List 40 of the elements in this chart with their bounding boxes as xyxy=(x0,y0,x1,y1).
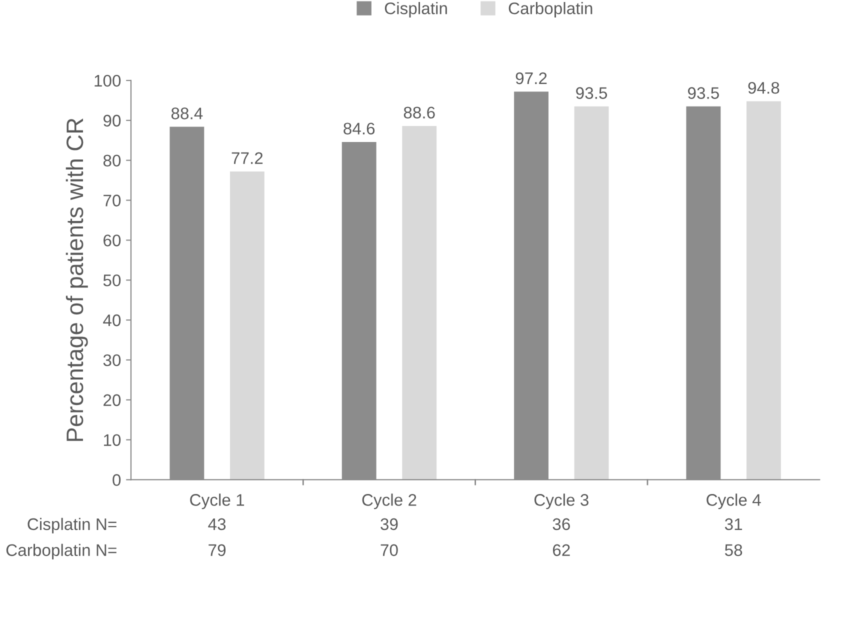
y-tick-label: 20 xyxy=(104,394,121,406)
bar xyxy=(574,106,609,480)
text: Cisplatin N= xyxy=(28,518,116,534)
text: 62 xyxy=(552,544,570,556)
data-label: 93.5 xyxy=(688,87,719,99)
bar xyxy=(230,172,264,480)
data-label: 93.5 xyxy=(576,87,608,99)
text: 79 xyxy=(208,544,226,556)
y-tick-label: 60 xyxy=(104,234,121,246)
y-tick-label: 30 xyxy=(103,354,121,366)
x-tick-label: Cycle 3 xyxy=(534,494,588,510)
data-label: 77.2 xyxy=(232,152,263,164)
text: Carboplatin N= xyxy=(6,544,116,560)
text: 58 xyxy=(724,544,742,556)
y-tick-label: 0 xyxy=(112,474,121,486)
x-tick-label: Cycle 2 xyxy=(362,494,416,510)
data-label: 84.6 xyxy=(344,122,375,134)
data-label: 88.6 xyxy=(404,106,435,119)
text: 39 xyxy=(380,518,398,530)
text: 36 xyxy=(552,518,570,530)
data-label: 88.4 xyxy=(171,108,203,120)
text: 43 xyxy=(208,518,226,530)
x-tick-label: Cycle 4 xyxy=(706,494,761,510)
text: 70 xyxy=(380,544,398,556)
y-tick-label: 10 xyxy=(104,434,121,446)
y-tick-label: 90 xyxy=(104,114,121,127)
y-axis-title: Percentage of patients with CR xyxy=(66,118,88,441)
text: 31 xyxy=(724,518,742,530)
bar xyxy=(746,101,781,480)
bar xyxy=(402,126,437,480)
x-tick-label: Cycle 1 xyxy=(190,494,244,510)
y-tick-label: 100 xyxy=(94,74,121,87)
y-tick-label: 70 xyxy=(104,194,121,206)
legend-label: Carboplatin xyxy=(508,2,592,18)
y-tick-label: 40 xyxy=(103,314,121,326)
legend-label: Cisplatin xyxy=(384,2,447,18)
data-label: 97.2 xyxy=(516,72,547,84)
data-label: 94.8 xyxy=(748,82,780,94)
y-tick-label: 50 xyxy=(103,274,121,286)
y-tick-label: 80 xyxy=(103,154,121,167)
